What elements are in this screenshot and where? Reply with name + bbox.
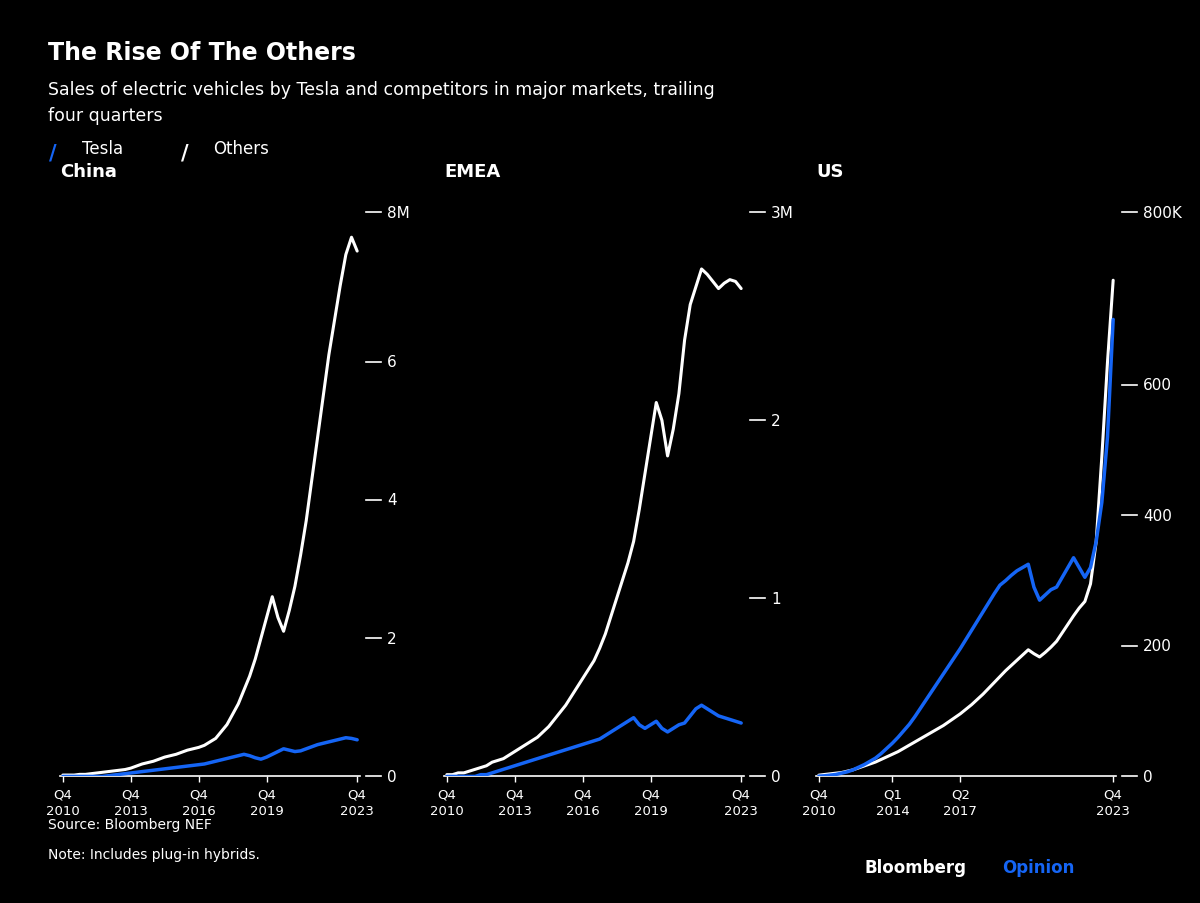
Text: 400: 400 (1142, 508, 1172, 523)
Text: 0: 0 (386, 769, 397, 784)
Text: /: / (181, 144, 188, 163)
Text: 3M: 3M (772, 206, 794, 220)
Text: 800K: 800K (1142, 206, 1182, 220)
Text: 2: 2 (386, 631, 397, 646)
Text: 600: 600 (1142, 377, 1172, 393)
Text: Source: Bloomberg NEF: Source: Bloomberg NEF (48, 817, 212, 831)
Text: Tesla: Tesla (82, 140, 122, 158)
Text: 2: 2 (772, 414, 781, 428)
Text: Others: Others (214, 140, 270, 158)
Text: 200: 200 (1142, 638, 1172, 654)
Text: Note: Includes plug-in hybrids.: Note: Includes plug-in hybrids. (48, 847, 260, 861)
Text: China: China (60, 163, 116, 181)
Text: Opinion: Opinion (1002, 858, 1074, 876)
Text: Sales of electric vehicles by Tesla and competitors in major markets, trailing
f: Sales of electric vehicles by Tesla and … (48, 81, 715, 125)
Text: The Rise Of The Others: The Rise Of The Others (48, 41, 356, 65)
Text: 0: 0 (772, 769, 781, 784)
Text: EMEA: EMEA (444, 163, 500, 181)
Text: US: US (816, 163, 844, 181)
Text: 0: 0 (1142, 769, 1153, 784)
Text: Bloomberg: Bloomberg (864, 858, 966, 876)
Text: /: / (49, 144, 56, 163)
Text: 1: 1 (772, 591, 781, 606)
Text: 8M: 8M (386, 206, 409, 220)
Text: 4: 4 (386, 493, 397, 507)
Text: 6: 6 (386, 355, 397, 369)
